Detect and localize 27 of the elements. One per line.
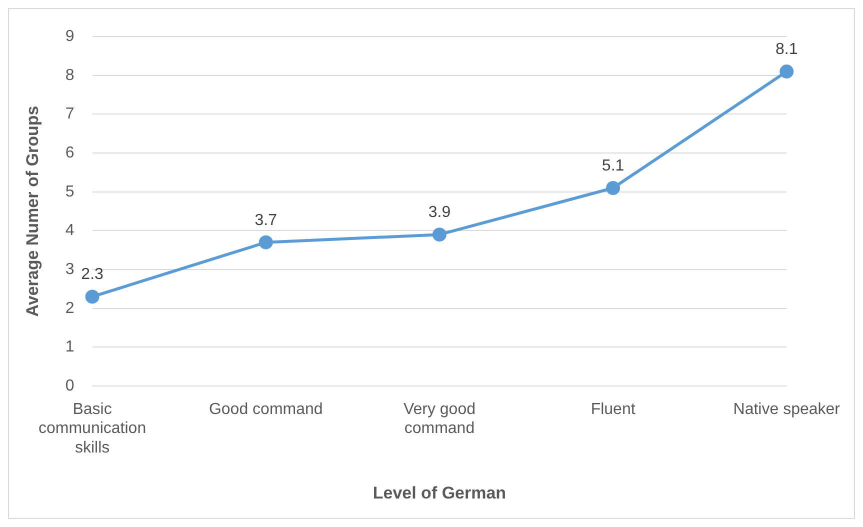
x-tick-label: Native speaker [733, 401, 841, 418]
data-label: 3.7 [254, 212, 278, 229]
y-tick-label: 3 [65, 260, 74, 278]
x-tick-label: Fluent [590, 401, 636, 418]
data-label: 3.9 [428, 204, 451, 221]
y-axis-title: Average Numer of Groups [22, 106, 42, 317]
data-label: 2.3 [81, 266, 104, 284]
y-tick-label: 4 [65, 222, 74, 240]
point [258, 235, 273, 250]
y-tick-label: 9 [65, 28, 74, 46]
y-tick-label: 5 [65, 183, 74, 200]
point [85, 290, 100, 304]
x-tick-label: Good command [208, 401, 323, 418]
data-label: 8.1 [776, 40, 798, 58]
y-tick-label: 2 [65, 300, 74, 317]
x-tick-label: Basic communication skills [38, 401, 146, 456]
y-tick-label: 0 [65, 377, 74, 394]
y-tick-label: 1 [65, 338, 74, 356]
point [432, 228, 446, 242]
x-tick-label: Very good command [403, 401, 476, 438]
y-tick-label: 7 [65, 106, 74, 123]
x-axis-title: Level of German [372, 483, 506, 502]
y-tick-label: 6 [65, 144, 74, 162]
data-label: 5.1 [602, 157, 624, 174]
point [780, 64, 794, 79]
y-tick-label: 8 [65, 66, 74, 84]
point [606, 181, 620, 196]
